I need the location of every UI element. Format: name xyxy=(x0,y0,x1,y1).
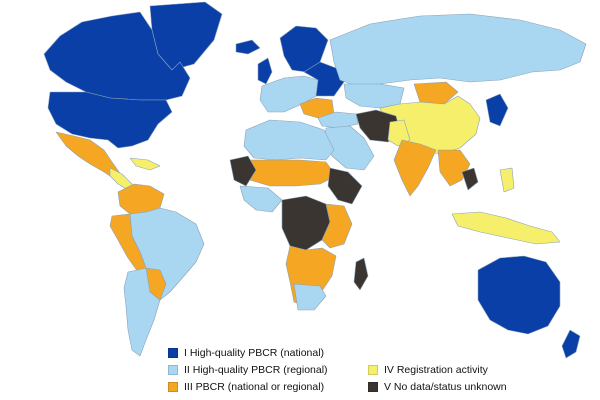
region-mongolia xyxy=(413,81,459,105)
legend-label-national: I High-quality PBCR (national) xyxy=(184,347,325,359)
map-legend: I High-quality PBCR (national) II High-q… xyxy=(168,346,568,398)
region-uk xyxy=(257,57,273,85)
region-caribbean xyxy=(129,157,161,171)
region-usa xyxy=(47,91,173,149)
region-east-africa xyxy=(321,203,353,249)
region-australia xyxy=(477,255,561,335)
legend-swatch-national xyxy=(168,348,178,358)
legend-item-no-data: V No data/status unknown xyxy=(368,380,507,394)
legend-label-pbcr: III PBCR (national or regional) xyxy=(184,381,325,393)
legend-item-registration: IV Registration activity xyxy=(368,363,488,377)
region-turkey xyxy=(317,111,359,129)
region-korea-japan xyxy=(485,93,509,127)
legend-item-regional: II High-quality PBCR (regional) xyxy=(168,363,328,377)
region-west-africa xyxy=(229,155,257,187)
legend-swatch-registration xyxy=(368,365,378,375)
region-philippines xyxy=(499,167,515,193)
legend-item-national: I High-quality PBCR (national) xyxy=(168,346,324,360)
legend-label-registration: IV Registration activity xyxy=(384,364,488,376)
region-north-africa xyxy=(243,119,335,161)
region-southeast-asia xyxy=(437,149,471,187)
legend-item-pbcr: III PBCR (national or regional) xyxy=(168,380,324,394)
region-eastern-europe xyxy=(303,61,345,97)
region-madagascar xyxy=(353,257,369,291)
region-indonesia xyxy=(451,211,561,245)
region-gulf-of-guinea xyxy=(239,185,283,213)
region-south-africa xyxy=(293,283,327,311)
legend-swatch-no-data xyxy=(368,382,378,392)
region-new-zealand xyxy=(561,329,581,359)
region-india xyxy=(393,139,437,197)
legend-label-no-data: V No data/status unknown xyxy=(384,381,507,393)
region-sahel xyxy=(243,159,337,187)
region-iceland xyxy=(235,39,261,55)
legend-label-regional: II High-quality PBCR (regional) xyxy=(184,364,328,376)
legend-swatch-regional xyxy=(168,365,178,375)
region-indochina xyxy=(461,167,479,191)
region-horn-of-africa xyxy=(327,167,363,205)
legend-swatch-pbcr xyxy=(168,382,178,392)
region-paraguay-uruguay xyxy=(145,267,167,301)
region-north-america-north xyxy=(43,11,191,101)
